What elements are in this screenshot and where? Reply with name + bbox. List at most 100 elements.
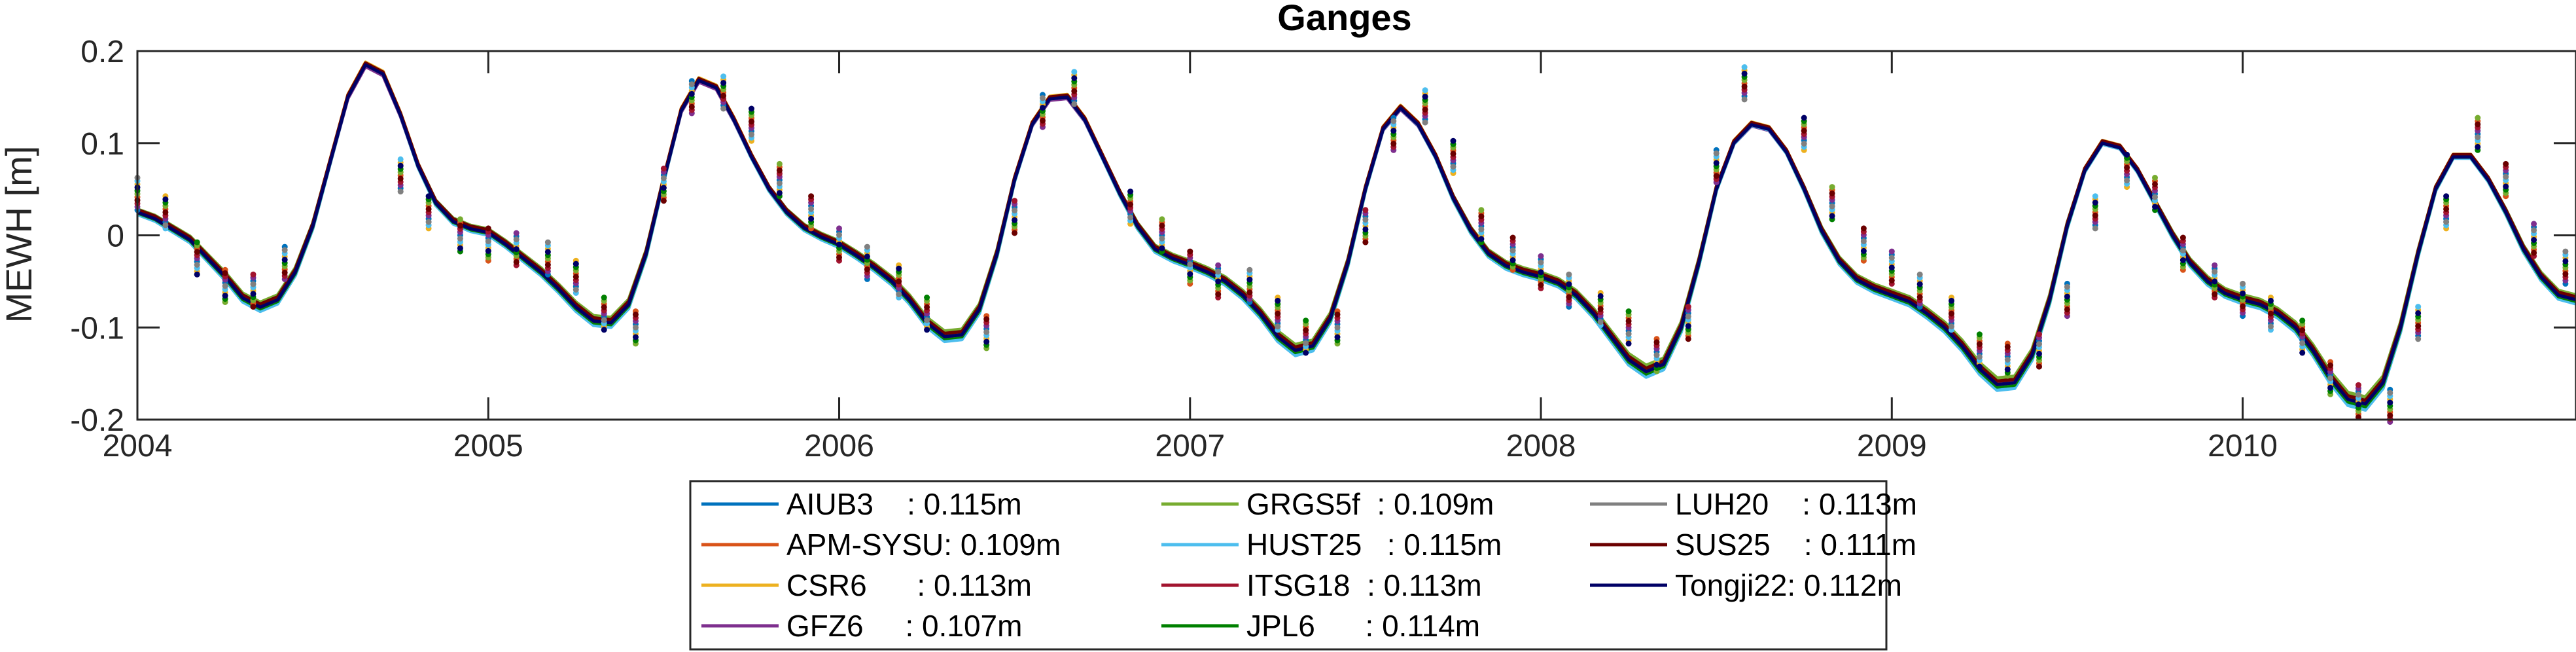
sample-point-luh20 (720, 105, 727, 112)
sample-point-luh20 (924, 317, 930, 323)
legend-label-sus25: SUS25 : 0.111m (1675, 528, 1916, 562)
sample-point-luh20 (2387, 389, 2393, 396)
legend-box (689, 480, 1888, 651)
x-tick-label: 2009 (1857, 429, 1927, 463)
sample-point-sus25 (2212, 291, 2218, 298)
sample-point-tongji22 (1597, 293, 1604, 299)
sample-point-luh20 (864, 244, 870, 250)
sample-point-luh20 (749, 131, 754, 137)
sample-point-tongji22 (1538, 269, 1544, 276)
sample-point-luh20 (1362, 217, 1369, 223)
sample-point-sus25 (2064, 306, 2070, 313)
sample-point-sus25 (1566, 294, 1572, 300)
legend-label-itsg18: ITSG18 : 0.113m (1246, 568, 1482, 602)
sample-point-tongji22 (2036, 350, 2042, 357)
y-tick-label: -0.2 (70, 403, 124, 438)
sample-point-sus25 (162, 209, 169, 215)
sample-point-luh20 (544, 239, 551, 245)
x-tick-label: 2006 (804, 429, 874, 463)
sample-point-hust25 (2092, 193, 2098, 200)
sample-point-sus25 (1801, 128, 1807, 134)
sample-point-luh20 (2443, 219, 2450, 225)
sample-point-sus25 (457, 223, 463, 229)
sample-point-sus25 (2475, 121, 2481, 128)
sample-point-gfz6 (1888, 248, 1895, 255)
sample-point-luh20 (1478, 226, 1485, 232)
sample-point-tongji22 (2503, 183, 2509, 190)
sample-point-luh20 (1275, 323, 1281, 330)
sample-point-tongji22 (1949, 297, 1954, 304)
sample-point-tongji22 (194, 271, 200, 278)
x-tick-label: 2008 (1506, 429, 1576, 463)
sample-point-luh20 (1538, 259, 1544, 266)
sample-point-tongji22 (1275, 297, 1281, 304)
sample-point-tongji22 (425, 193, 432, 200)
sample-point-tongji22 (1303, 350, 1309, 356)
sample-point-tongji22 (573, 261, 579, 267)
sample-point-luh20 (2299, 340, 2306, 346)
sample-point-sus25 (660, 198, 667, 204)
sample-point-luh20 (2179, 247, 2186, 254)
sample-point-sus25 (1685, 336, 1691, 342)
sample-point-sus25 (688, 103, 695, 110)
sample-point-hust25 (720, 73, 727, 80)
sample-point-luh20 (983, 329, 990, 335)
sample-point-luh20 (633, 324, 639, 331)
sample-point-itsg18 (1012, 198, 1018, 204)
legend-label-aiub3: AIUB3 : 0.115m (786, 487, 1022, 521)
sample-point-gfz6 (513, 230, 520, 236)
sample-point-grgs5f (2475, 115, 2481, 121)
sample-point-itsg18 (1685, 304, 1691, 310)
sample-point-luh20 (2124, 177, 2130, 184)
sample-point-tongji22 (1801, 115, 1807, 121)
sample-point-tongji22 (2415, 310, 2422, 316)
sample-point-tongji22 (1741, 71, 1748, 77)
sample-point-tongji22 (2268, 297, 2274, 304)
sample-point-sus25 (1275, 310, 1281, 317)
sample-point-luh20 (2268, 323, 2274, 330)
sample-point-jpl6 (1976, 331, 1983, 338)
sample-point-tongji22 (1159, 245, 1165, 251)
sample-point-jpl6 (601, 295, 607, 300)
sample-point-sus25 (1976, 341, 1983, 348)
sample-point-luh20 (2212, 268, 2218, 275)
sample-point-tongji22 (720, 80, 727, 86)
legend-label-grgs5f: GRGS5f : 0.109m (1246, 487, 1494, 521)
sample-point-luh20 (281, 247, 288, 253)
sample-point-tongji22 (1215, 278, 1222, 285)
sample-point-luh20 (2562, 248, 2569, 255)
sample-point-sus25 (749, 118, 754, 125)
sample-point-sus25 (2179, 234, 2186, 241)
sample-point-sus25 (924, 304, 930, 310)
sample-point-luh20 (1246, 266, 1253, 273)
sample-point-luh20 (397, 189, 404, 195)
sample-point-tongji22 (1625, 340, 1632, 347)
sample-point-luh20 (2503, 173, 2509, 180)
sample-point-gfz6 (2212, 262, 2218, 268)
sample-point-sus25 (425, 206, 432, 212)
sample-point-luh20 (2036, 341, 2042, 348)
sample-point-luh20 (1450, 164, 1456, 170)
y-axis-label: MEWH [m] (0, 146, 39, 323)
sample-point-sus25 (983, 316, 990, 323)
sample-point-luh20 (194, 262, 200, 268)
plot-area: 2004 2005 2006 2007 2008 2009 2010 0.2 0.1 0 -0.1 -… (70, 35, 2576, 463)
sample-point-tongji22 (1127, 189, 1134, 195)
sample-point-luh20 (1685, 313, 1691, 319)
sample-point-tongji22 (1334, 334, 1341, 340)
sample-point-tongji22 (1685, 323, 1691, 329)
sample-point-hust25 (2415, 304, 2422, 310)
sample-point-luh20 (1390, 118, 1397, 124)
sample-point-sus25 (2299, 327, 2306, 333)
sample-point-luh20 (2327, 375, 2334, 382)
sample-point-sus25 (2531, 249, 2537, 256)
sample-point-tongji22 (864, 253, 870, 260)
sample-point-tongji22 (544, 249, 551, 255)
sample-point-luh20 (1127, 214, 1134, 221)
y-tick-label: -0.1 (70, 311, 124, 346)
sample-point-sus25 (1538, 282, 1544, 288)
sample-point-luh20 (1713, 150, 1720, 156)
sample-point-tongji22 (2179, 257, 2186, 263)
sample-point-tongji22 (1040, 105, 1046, 111)
sample-point-tongji22 (2124, 151, 2130, 158)
